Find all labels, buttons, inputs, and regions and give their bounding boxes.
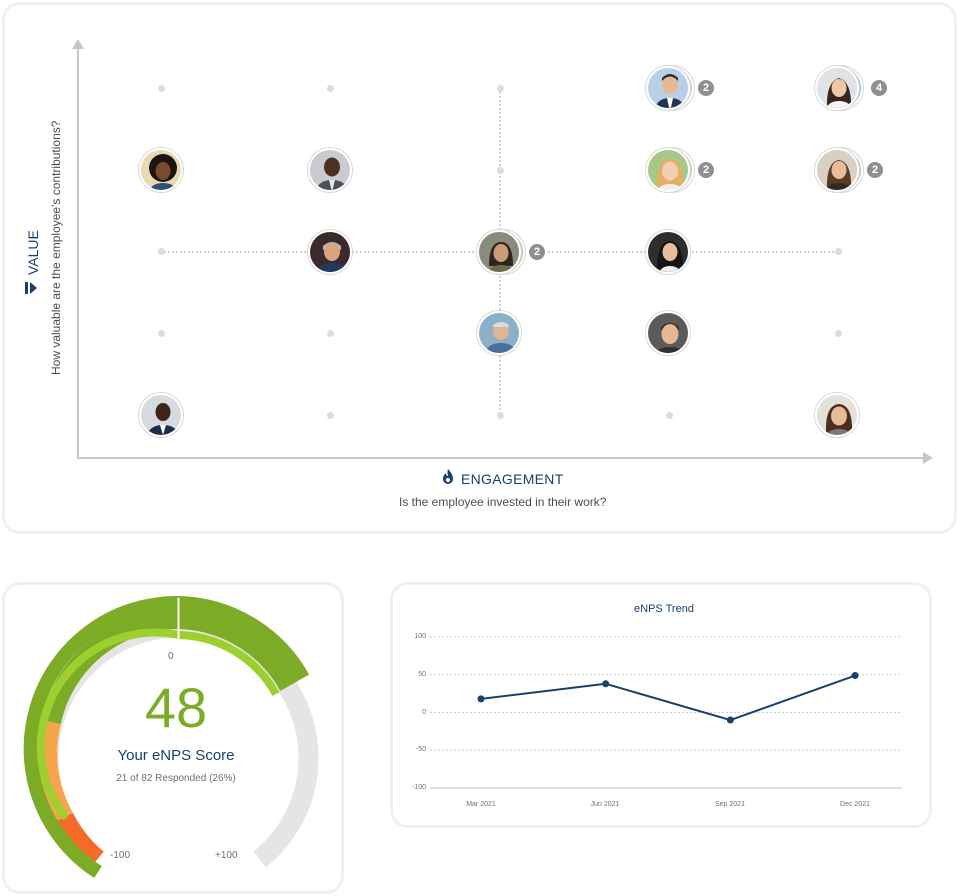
avatar[interactable] [308,148,352,192]
avatar[interactable] [477,230,521,274]
y-tick-label: 0 [422,709,426,716]
y-axis-title-text: VALUE [25,230,41,275]
enps-response-count: 21 of 82 Responded (26%) [116,773,236,784]
y-tick-label: 100 [414,633,426,640]
avatar-group[interactable]: 2 [646,66,716,110]
x-tick-label: Jun 2021 [590,801,620,808]
grid-dot [835,330,842,337]
avatar[interactable] [646,66,690,110]
x-axis-subtitle: Is the employee invested in their work? [399,495,607,509]
gauge-tick-zero: 0 [168,651,174,662]
trend-title: eNPS Trend [634,603,694,615]
gauge-tick-min: -100 [110,850,131,861]
flame-icon [441,469,455,488]
avatar[interactable] [646,230,690,274]
grid-dot [327,85,334,92]
avatar[interactable] [815,148,859,192]
avatar[interactable] [477,311,521,355]
x-tick-label: Sep 2021 [715,801,745,808]
y-axis-arrow [72,39,84,49]
avatar[interactable] [139,148,183,192]
gauge-arc [23,595,319,878]
avatar[interactable] [815,393,859,437]
x-axis-title: ENGAGEMENT [441,469,564,488]
avatar-group[interactable]: 2 [815,148,885,192]
x-axis-title-text: ENGAGEMENT [461,470,564,487]
x-axis-arrow [923,452,933,464]
grid-dot [666,412,673,419]
y-axis-title: VALUE [25,105,41,375]
trend-point[interactable] [726,716,734,724]
avatar[interactable] [646,148,690,192]
value-chevron-icon [25,281,41,295]
grid-dot [158,248,165,255]
avatar-group[interactable]: 2 [477,230,547,274]
count-badge: 2 [527,242,547,262]
enps-score-label: Your eNPS Score [117,747,235,764]
y-axis-subtitle: How valuable are the employee's contribu… [49,120,63,375]
avatar-group[interactable]: 2 [646,148,716,192]
x-axis-line [77,457,925,459]
y-axis-labels: VALUE How valuable are the employee's co… [25,105,63,375]
x-tick-label: Dec 2021 [840,801,870,808]
trend-point[interactable] [851,672,859,680]
grid-dot [497,412,504,419]
trend-chart [430,636,902,789]
grid-dot [327,412,334,419]
grid-dot [158,85,165,92]
count-badge: 4 [869,78,889,98]
enps-trend-card: eNPS Trend 100 50 0 -50 -100 Mar 2021 Ju… [390,582,932,828]
count-badge: 2 [696,78,716,98]
avatar[interactable] [308,230,352,274]
trend-point[interactable] [602,680,610,688]
y-tick-label: 50 [418,671,426,678]
enps-score-value: 48 [144,676,208,739]
avatar-group[interactable]: 4 [815,66,889,110]
y-tick-label: -100 [411,784,426,791]
y-axis-line [77,47,79,459]
x-tick-label: Mar 2021 [466,801,496,808]
grid-dot [497,167,504,174]
y-tick-label: -50 [415,746,426,753]
grid-dot [835,248,842,255]
avatar[interactable] [815,66,859,110]
trend-line [480,674,856,722]
avatar[interactable] [646,311,690,355]
count-badge: 2 [865,160,885,180]
enps-gauge-card: 0 48 Your eNPS Score 21 of 82 Responded … [2,582,344,894]
trend-point[interactable] [477,695,485,703]
count-badge: 2 [696,160,716,180]
gauge-tick-max: +100 [215,850,238,861]
engagement-value-matrix-card: 2 4 2 2 2 [2,2,957,534]
grid-dot [327,330,334,337]
grid-dot [497,85,504,92]
grid-dot [158,330,165,337]
avatar[interactable] [139,393,183,437]
